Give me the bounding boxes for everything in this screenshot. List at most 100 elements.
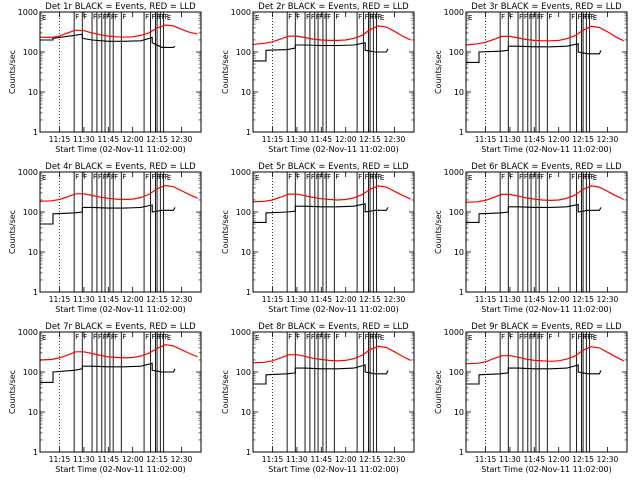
- lld-series-line: [39, 24, 198, 39]
- flag-label: F: [98, 333, 102, 341]
- event-flag-label: E: [167, 174, 171, 182]
- flag-label: F: [591, 13, 595, 21]
- event-flag-label: E: [593, 174, 597, 182]
- x-axis-label: Start Time (02-Nov-11 11:02:00): [268, 305, 398, 314]
- x-tick-label: 12:00: [122, 295, 144, 304]
- x-tick-label: 11:15: [475, 455, 497, 464]
- flag-label: F: [83, 333, 87, 341]
- panel-frame: [39, 331, 202, 453]
- lld-series-line: [465, 185, 624, 203]
- panel-title: Det 1r BLACK = Events, RED = LLD: [45, 2, 196, 12]
- flag-label: F: [288, 333, 292, 341]
- event-flag-label: E: [255, 334, 259, 342]
- event-flag-label: E: [380, 334, 384, 342]
- y-tick-label: 1: [459, 128, 464, 137]
- flag-label: F: [509, 333, 513, 341]
- flag-label: F: [548, 333, 552, 341]
- event-flag-label: E: [468, 334, 472, 342]
- x-axis-label: Start Time (02-Nov-11 11:02:00): [55, 145, 185, 154]
- event-flag-label: E: [380, 174, 384, 182]
- flag-label: F: [501, 173, 505, 181]
- y-tick-label: 10: [454, 88, 464, 97]
- flag-label: F: [327, 173, 331, 181]
- event-flag-label: E: [42, 174, 46, 182]
- event-flag-label: E: [167, 14, 171, 22]
- flag-label: F: [365, 173, 369, 181]
- flag-label: F: [93, 173, 97, 181]
- flag-label: F: [75, 173, 79, 181]
- x-tick-label: 12:15: [359, 135, 381, 144]
- x-tick-label: 12:15: [359, 295, 381, 304]
- panel-title: Det 3r BLACK = Events, RED = LLD: [471, 2, 622, 12]
- flag-label: F: [165, 13, 169, 21]
- flag-label: F: [548, 13, 552, 21]
- x-tick-label: 11:45: [97, 135, 119, 144]
- x-tick-label: 12:00: [548, 135, 570, 144]
- y-tick-label: 1000: [231, 328, 251, 337]
- y-tick-label: 1000: [18, 168, 38, 177]
- panel-title: Det 2r BLACK = Events, RED = LLD: [258, 2, 409, 12]
- flag-label: F: [306, 173, 310, 181]
- flag-label: F: [335, 13, 339, 21]
- x-tick-label: 12:15: [146, 295, 168, 304]
- panel-frame: [252, 171, 415, 293]
- x-tick-label: 11:30: [499, 455, 521, 464]
- x-tick-label: 11:30: [73, 295, 95, 304]
- flag-label: F: [311, 13, 315, 21]
- flag-label: F: [571, 333, 575, 341]
- lld-series-line: [252, 185, 411, 203]
- x-tick-label: 11:15: [262, 135, 284, 144]
- flag-label: F: [509, 173, 513, 181]
- y-tick-label: 10: [241, 88, 251, 97]
- x-tick-label: 11:15: [49, 295, 71, 304]
- y-axis-label: Counts/sec: [8, 210, 17, 254]
- x-tick-label: 12:15: [572, 295, 594, 304]
- flag-label: F: [296, 173, 300, 181]
- y-axis-label: Counts/sec: [221, 370, 230, 414]
- y-tick-label: 100: [449, 208, 464, 217]
- panel-title: Det 9r BLACK = Events, RED = LLD: [471, 322, 622, 332]
- flag-label: F: [152, 173, 156, 181]
- y-axis-label: Counts/sec: [434, 370, 443, 414]
- flag-label: F: [378, 13, 382, 21]
- flag-label: F: [582, 173, 586, 181]
- x-tick-label: 12:30: [384, 135, 406, 144]
- flag-label: F: [540, 173, 544, 181]
- flag-label: F: [365, 13, 369, 21]
- x-tick-label: 11:15: [262, 455, 284, 464]
- panel-frame: [39, 171, 202, 293]
- flag-label: F: [578, 333, 582, 341]
- y-axis-label: Counts/sec: [221, 50, 230, 94]
- flag-label: F: [548, 173, 552, 181]
- x-tick-label: 12:30: [597, 455, 619, 464]
- events-series-line: [466, 364, 602, 385]
- x-tick-label: 12:30: [171, 295, 193, 304]
- panel-title: Det 4r BLACK = Events, RED = LLD: [45, 162, 196, 172]
- flag-label: F: [335, 333, 339, 341]
- x-tick-label: 11:15: [262, 295, 284, 304]
- x-tick-label: 12:30: [171, 455, 193, 464]
- y-tick-label: 1: [246, 288, 251, 297]
- y-tick-label: 100: [23, 368, 38, 377]
- flag-label: F: [311, 173, 315, 181]
- flag-label: F: [591, 173, 595, 181]
- events-series-line: [253, 42, 389, 62]
- flag-label: F: [288, 173, 292, 181]
- x-tick-label: 11:45: [310, 295, 332, 304]
- x-tick-label: 11:15: [49, 455, 71, 464]
- x-tick-label: 11:30: [286, 455, 308, 464]
- x-tick-label: 11:45: [523, 295, 545, 304]
- event-flag-label: E: [42, 334, 46, 342]
- y-tick-label: 1: [246, 448, 251, 457]
- flag-label: F: [114, 333, 118, 341]
- event-flag-label: E: [593, 334, 597, 342]
- x-tick-label: 12:00: [335, 135, 357, 144]
- y-axis-label: Counts/sec: [434, 210, 443, 254]
- x-tick-label: 12:00: [122, 135, 144, 144]
- events-series-line: [40, 204, 176, 225]
- x-tick-label: 12:15: [359, 455, 381, 464]
